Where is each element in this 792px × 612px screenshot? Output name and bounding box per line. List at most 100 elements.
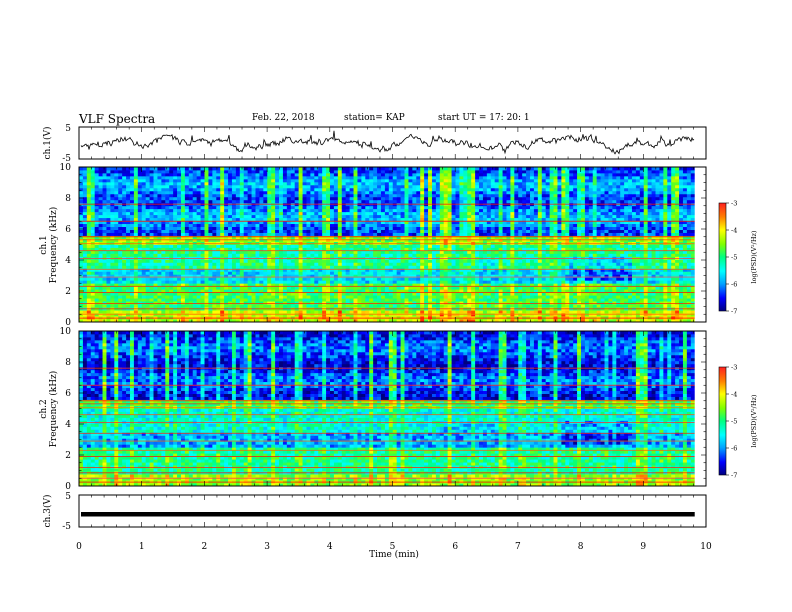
spectrogram-cell bbox=[149, 241, 154, 245]
spectrogram-cell bbox=[631, 253, 637, 257]
spectrogram-cell bbox=[475, 271, 480, 275]
spectrogram-cell bbox=[628, 247, 633, 251]
spectrogram-cell bbox=[604, 259, 609, 263]
spectrogram-cell bbox=[569, 277, 574, 281]
spectrogram-cell bbox=[490, 283, 496, 287]
spectrogram-cell bbox=[208, 295, 213, 299]
spectrogram-cell bbox=[86, 262, 92, 266]
spectrogram-cell bbox=[212, 247, 217, 251]
spectrogram-cell bbox=[322, 283, 327, 287]
ch1-waveform-trace bbox=[80, 130, 695, 155]
spectrogram-cell bbox=[239, 286, 245, 290]
spectrogram-cell bbox=[153, 259, 158, 263]
spectrogram-cell bbox=[177, 247, 182, 251]
spectrogram-cell bbox=[286, 247, 292, 251]
spectrogram-cell bbox=[679, 304, 684, 308]
spectrogram-cell bbox=[122, 298, 127, 302]
spectrogram-cell bbox=[220, 226, 225, 230]
spectrogram-cell bbox=[486, 292, 492, 296]
spectrogram-cell bbox=[596, 253, 601, 257]
spectrogram-cell bbox=[541, 247, 547, 251]
spectrogram-cell bbox=[251, 283, 256, 287]
spectrogram-cell bbox=[333, 292, 339, 296]
spectrogram-cell bbox=[659, 283, 664, 287]
spectrogram-cell bbox=[290, 283, 296, 287]
spectrogram-cell bbox=[482, 259, 488, 263]
spectrogram-cell bbox=[318, 253, 323, 257]
spectrogram-cell bbox=[690, 250, 696, 254]
spectrogram-cell bbox=[416, 310, 421, 314]
spectrogram-cell bbox=[82, 229, 88, 233]
spectrogram-cell bbox=[329, 310, 335, 314]
spectrogram-cell bbox=[267, 232, 272, 236]
spectrogram-cell bbox=[353, 253, 358, 257]
spectrogram-cell bbox=[573, 244, 578, 248]
spectrogram-cell bbox=[153, 226, 158, 230]
spectrogram-cell bbox=[408, 268, 413, 272]
spectrogram-cell bbox=[628, 259, 633, 263]
spectrogram-cell bbox=[255, 304, 260, 308]
spectrogram-cell bbox=[243, 265, 249, 269]
spectrogram-cell bbox=[106, 280, 111, 284]
spectrogram-cell bbox=[506, 229, 511, 233]
spectrogram-cell bbox=[133, 295, 139, 299]
spectrogram-cell bbox=[169, 295, 174, 299]
spectrogram-cell bbox=[482, 253, 488, 257]
spectrogram-cell bbox=[349, 229, 354, 233]
spectrogram-cell bbox=[90, 274, 96, 278]
spectrogram-cell bbox=[98, 283, 103, 287]
spectrogram-cell bbox=[584, 319, 590, 323]
spectrogram-cell bbox=[510, 271, 515, 275]
spectrogram-cell bbox=[671, 286, 676, 290]
spectrogram-cell bbox=[686, 247, 692, 251]
spectrogram-cell bbox=[502, 271, 507, 275]
spectrogram-cell bbox=[667, 265, 672, 269]
spectrogram-cell bbox=[671, 283, 676, 287]
spectrogram-cell bbox=[129, 277, 135, 281]
spectrogram-cell bbox=[298, 277, 303, 281]
spectrogram-cell bbox=[322, 271, 327, 275]
spectrogram-cell bbox=[620, 244, 625, 248]
spectrogram-cell bbox=[98, 253, 103, 257]
spectrogram-cell bbox=[533, 310, 539, 314]
spectrogram-cell bbox=[404, 262, 409, 266]
spectrogram-cell bbox=[553, 310, 558, 314]
spectrogram-cell bbox=[502, 298, 507, 302]
spectrogram-cell bbox=[396, 277, 401, 281]
spectrogram-cell bbox=[228, 232, 233, 236]
spectrogram-cell bbox=[196, 289, 201, 293]
spectrogram-cell bbox=[533, 259, 539, 263]
spectrogram-cell bbox=[200, 310, 205, 314]
spectrogram-cell bbox=[643, 235, 649, 239]
spectrogram-cell bbox=[616, 298, 621, 302]
spectrogram-cell bbox=[530, 262, 535, 266]
spectrogram-cell bbox=[420, 265, 425, 269]
spectrogram-cell bbox=[341, 313, 347, 317]
spectrogram-cell bbox=[631, 286, 637, 290]
spectrogram-cell bbox=[557, 310, 562, 314]
spectrogram-cell bbox=[490, 262, 496, 266]
spectrogram-cell bbox=[102, 310, 107, 314]
spectrogram-cell bbox=[302, 298, 307, 302]
spectrogram-cell bbox=[216, 280, 221, 284]
spectrogram-cell bbox=[404, 247, 409, 251]
spectrogram-cell bbox=[165, 277, 170, 281]
spectrogram-cell bbox=[173, 229, 178, 233]
spectrogram-cell bbox=[580, 262, 586, 266]
spectrogram-cell bbox=[333, 301, 339, 305]
spectrogram-cell bbox=[192, 247, 198, 251]
spectrogram-cell bbox=[141, 274, 147, 278]
spectrogram-cell bbox=[102, 295, 107, 299]
spectrogram-cell bbox=[224, 274, 229, 278]
spectrogram-cell bbox=[467, 283, 472, 287]
spectrogram-cell bbox=[530, 280, 535, 284]
spectrogram-cell bbox=[145, 289, 150, 293]
spectrogram-cell bbox=[196, 304, 201, 308]
spectrogram-cell bbox=[373, 235, 378, 239]
spectrogram-cell bbox=[275, 301, 280, 305]
spectrogram-cell bbox=[553, 235, 558, 239]
spectrogram-cell bbox=[569, 229, 574, 233]
spectrogram-cell bbox=[165, 241, 170, 245]
spectrogram-cell bbox=[196, 283, 201, 287]
spectrogram-cell bbox=[177, 259, 182, 263]
